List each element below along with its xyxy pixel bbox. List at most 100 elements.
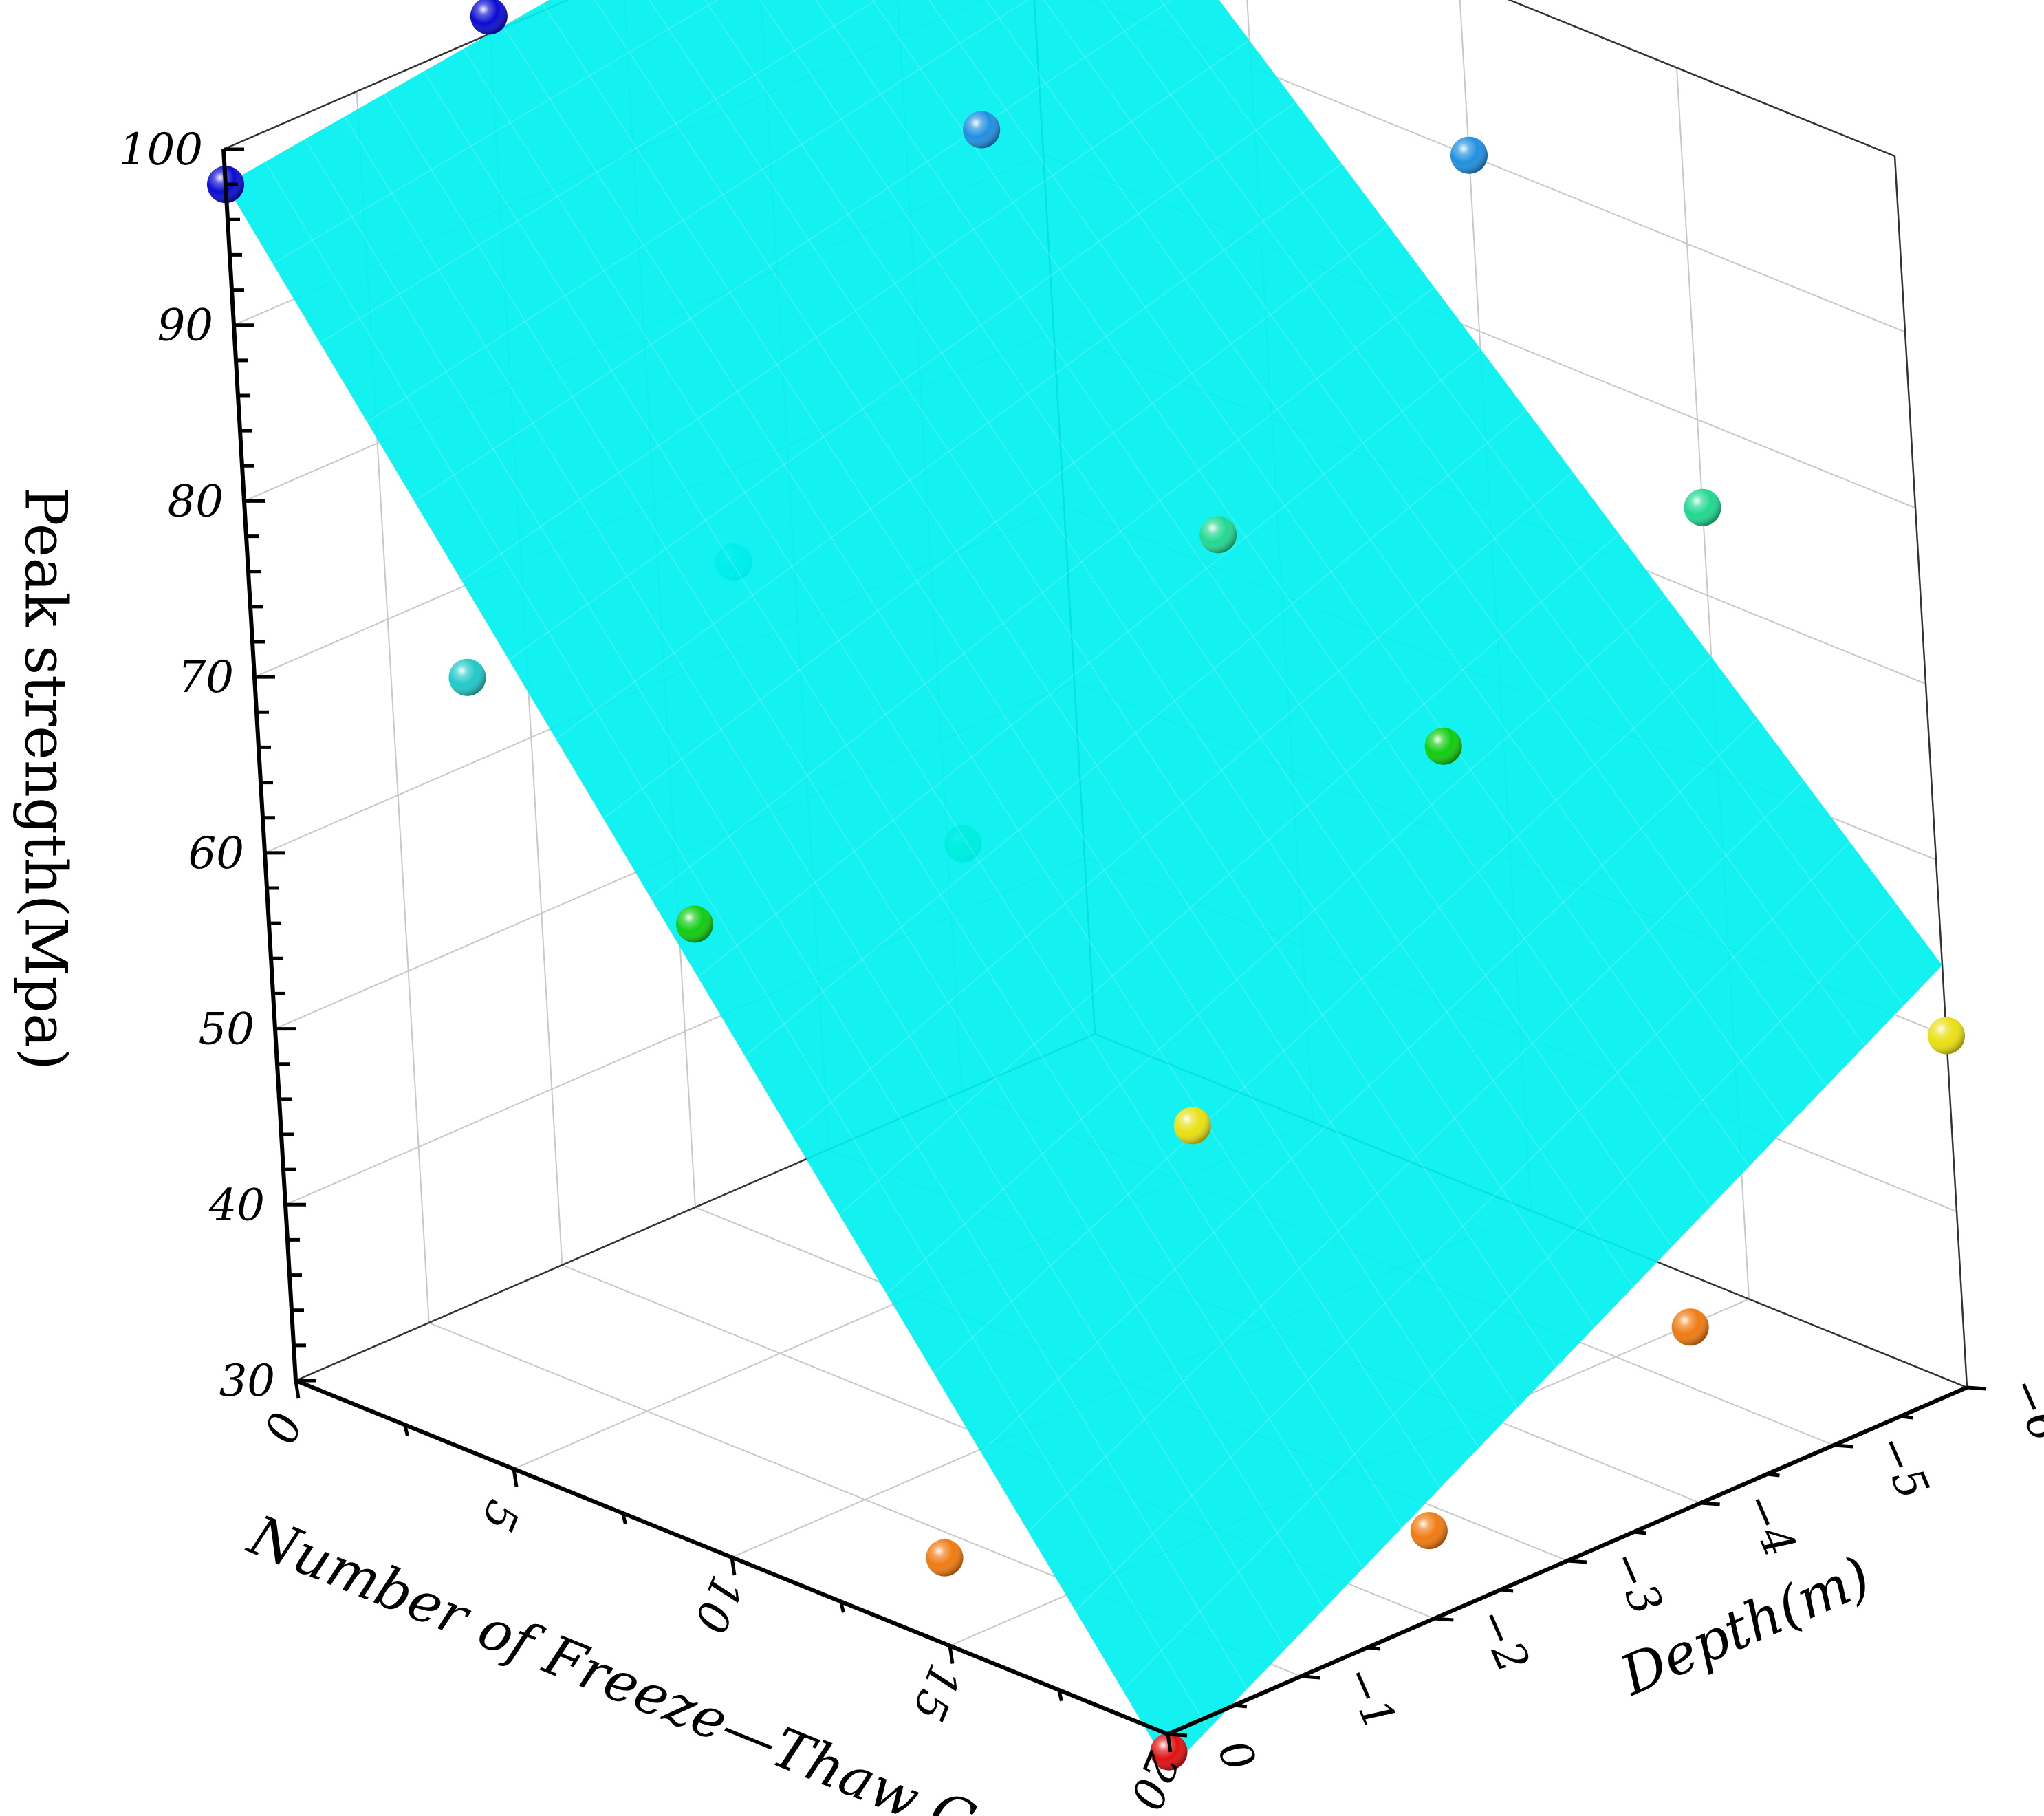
surface-mesh-line — [423, 71, 1364, 1569]
data-point-13 — [1424, 727, 1462, 765]
surface-mesh-line — [1100, 0, 1866, 1046]
surface-mesh-line — [272, 0, 719, 264]
frame-edge-top-back — [1507, 0, 1895, 158]
y-axis-major-tick — [1966, 1385, 1987, 1391]
surface-mesh-line — [928, 0, 1750, 1167]
z-tick-label: 30 — [219, 1356, 275, 1407]
z-tick-label: 60 — [188, 828, 244, 879]
x-axis-minor-tick — [621, 1513, 627, 1525]
surface-mesh-line — [344, 116, 1287, 1650]
surface-patch — [226, 0, 1942, 1770]
data-point-16 — [1671, 1308, 1709, 1346]
data-point-highlight — [470, 0, 508, 35]
y-axis-minor-tick — [1633, 1530, 1647, 1535]
surface-mesh-line — [367, 0, 1029, 423]
surface-mesh-line — [1159, 0, 1904, 1006]
y-axis-minor-tick — [1367, 1645, 1380, 1651]
data-point-highlight — [448, 658, 486, 696]
surface-mesh-line — [744, 410, 1527, 1057]
surface-mesh-line — [704, 0, 1596, 1328]
z-axis-line — [221, 149, 298, 1381]
data-point-8 — [448, 658, 486, 696]
z-tick-label: 100 — [119, 125, 203, 175]
surface-mesh-line — [759, 0, 1634, 1288]
data-point-14 — [1173, 1107, 1211, 1145]
y-tick-label: 0 — [1207, 1733, 1265, 1779]
y-axis-major-tick — [1700, 1501, 1720, 1506]
surface-mesh-line — [1043, 0, 1827, 1087]
data-point-highlight — [1684, 488, 1721, 526]
data-point-highlight — [1450, 136, 1488, 174]
surface-mesh-line — [383, 94, 1325, 1609]
z-tick-label: 40 — [208, 1180, 265, 1231]
data-point-highlight — [926, 1539, 964, 1577]
y-axis-major-tick — [1167, 1732, 1188, 1738]
points-in-front-of-surface — [207, 0, 1721, 1771]
surface-mesh-line — [871, 0, 1711, 1207]
data-point-highlight — [963, 111, 1001, 149]
x-axis-minor-tick — [1057, 1689, 1063, 1702]
x-axis-major-tick — [294, 1380, 301, 1399]
y-axis-minor-tick — [1234, 1703, 1248, 1709]
data-point-1 — [470, 0, 508, 35]
y-axis-major-tick — [1834, 1443, 1853, 1449]
data-point-15 — [1928, 1017, 1965, 1055]
y-tick-label: −4 — [1732, 1485, 1805, 1565]
frame-edge-right-vertical — [1893, 155, 1968, 1388]
data-point-18 — [926, 1539, 964, 1577]
z-tick-label: 90 — [157, 301, 213, 352]
x-tick-label: 5 — [471, 1493, 529, 1539]
x-axis-major-tick — [730, 1557, 737, 1576]
y-axis-minor-tick — [1500, 1588, 1514, 1593]
x-tick-label: 0 — [253, 1405, 311, 1450]
surface-mesh-line — [1028, 779, 1805, 1533]
y-tick-label: −3 — [1600, 1543, 1672, 1623]
y-axis-major-tick — [1434, 1617, 1454, 1622]
surface-mesh-line — [933, 656, 1712, 1374]
y-axis-major-tick — [1301, 1674, 1320, 1680]
surface-mesh-line — [838, 533, 1620, 1215]
z-axis-title: Peak strength(Mpa) — [12, 487, 80, 1070]
surface-mesh-line — [650, 286, 1435, 898]
surface-mesh-line — [697, 348, 1481, 977]
fitted-surface — [226, 0, 1942, 1770]
data-point-17 — [1410, 1512, 1448, 1550]
z-tick-label: 70 — [178, 652, 234, 703]
surface-mesh-line — [1122, 903, 1897, 1691]
surface-mesh-line — [556, 163, 1342, 740]
surface-mesh-line — [542, 3, 1479, 1449]
surface-mesh-line — [463, 48, 1402, 1528]
data-point-highlight — [676, 905, 713, 943]
frame-edge-top-left — [223, 0, 570, 151]
surface-mesh-line — [508, 101, 1296, 660]
z-tick-label: 80 — [168, 476, 224, 527]
surface-mesh-line — [792, 471, 1574, 1136]
surface-mesh-line — [304, 139, 1248, 1689]
surface-mesh-line — [594, 0, 1518, 1408]
y-axis-minor-tick — [1900, 1414, 1913, 1420]
data-point-highlight — [1671, 1308, 1709, 1346]
surface-mesh-line — [986, 0, 1789, 1127]
z-tick-label: 50 — [199, 1004, 254, 1055]
surface-mesh-line — [1075, 841, 1851, 1612]
surface-mesh-line — [602, 225, 1389, 819]
x-axis-minor-tick — [403, 1424, 409, 1436]
surface-mesh-line — [414, 0, 1173, 502]
surface-mesh-line — [319, 0, 878, 344]
x-tick-label: 15 — [902, 1657, 970, 1728]
data-point-highlight — [1424, 727, 1462, 765]
data-point-11 — [676, 905, 713, 943]
x-axis-minor-tick — [839, 1601, 845, 1613]
data-point-highlight — [1199, 516, 1237, 554]
y-axis-minor-tick — [1767, 1472, 1780, 1478]
data-point-highlight — [1173, 1107, 1211, 1145]
data-point-highlight — [1928, 1017, 1965, 1055]
axes — [221, 147, 1987, 1753]
x-axis-major-tick — [1166, 1733, 1173, 1753]
surface-mesh-line — [980, 718, 1758, 1453]
data-point-highlight — [1410, 1512, 1448, 1550]
surface-mesh-line — [461, 40, 1250, 581]
surface-mesh-line — [265, 161, 1209, 1730]
surface-mesh-line — [649, 0, 1557, 1368]
